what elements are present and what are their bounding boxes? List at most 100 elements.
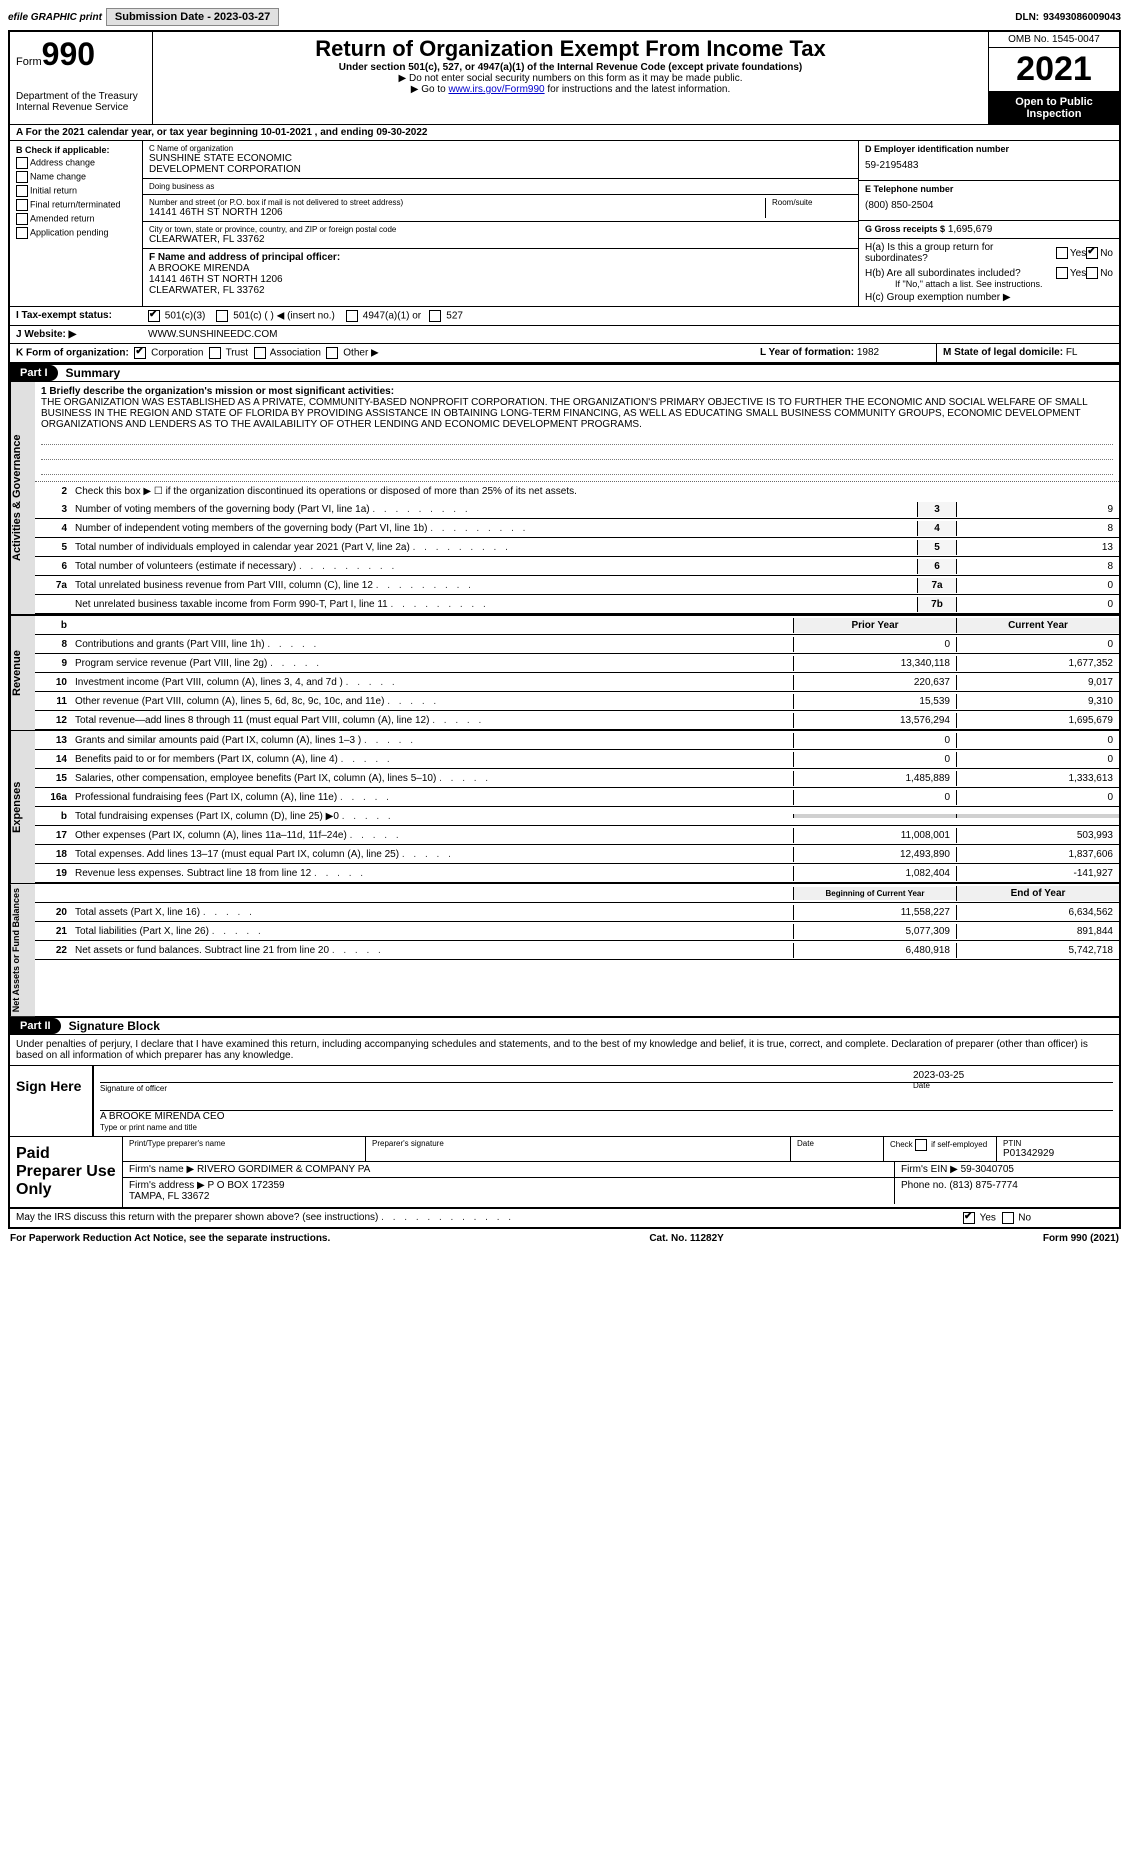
discuss-text: May the IRS discuss this return with the…: [10, 1209, 957, 1227]
org-name: SUNSHINE STATE ECONOMIC DEVELOPMENT CORP…: [149, 153, 852, 175]
org-name-block: C Name of organization SUNSHINE STATE EC…: [143, 141, 858, 179]
penalty-text: Under penalties of perjury, I declare th…: [10, 1035, 1119, 1066]
table-row: Net unrelated business taxable income fr…: [35, 595, 1119, 614]
cb-final-return[interactable]: Final return/terminated: [16, 199, 136, 211]
prep-name-label: Print/Type preparer's name: [129, 1139, 359, 1148]
ha-label: H(a) Is this a group return for subordin…: [865, 242, 1056, 264]
table-row: 6Total number of volunteers (estimate if…: [35, 557, 1119, 576]
cb-501c[interactable]: [216, 310, 228, 322]
part1-header: Part I Summary: [10, 363, 1119, 382]
addr-block: Number and street (or P.O. box if mail i…: [143, 195, 858, 222]
prior-year-header: Prior Year: [793, 618, 956, 633]
prep-row3: Firm's address ▶ P O BOX 172359 TAMPA, F…: [123, 1178, 1119, 1204]
ha-no[interactable]: [1086, 247, 1098, 259]
ha-yes[interactable]: [1056, 247, 1068, 259]
boy-header: Beginning of Current Year: [793, 887, 956, 900]
info-grid: B Check if applicable: Address change Na…: [10, 141, 1119, 307]
table-row: 10Investment income (Part VIII, column (…: [35, 673, 1119, 692]
h-block: H(a) Is this a group return for subordin…: [859, 238, 1119, 306]
table-row: 21Total liabilities (Part X, line 26) . …: [35, 922, 1119, 941]
year-cell: OMB No. 1545-0047 2021 Open to Public In…: [988, 32, 1119, 124]
activities-governance-section: Activities & Governance 1 Briefly descri…: [10, 382, 1119, 614]
ein-label: D Employer identification number: [865, 144, 1113, 154]
sig-name-label: Type or print name and title: [100, 1123, 1113, 1132]
footer-mid: Cat. No. 11282Y: [649, 1233, 723, 1244]
table-row: 22Net assets or fund balances. Subtract …: [35, 941, 1119, 960]
state-label: M State of legal domicile:: [943, 347, 1063, 358]
footer: For Paperwork Reduction Act Notice, see …: [8, 1229, 1121, 1248]
eoy-header: End of Year: [956, 886, 1119, 901]
city-block: City or town, state or province, country…: [143, 222, 858, 249]
ptin-value: P01342929: [1003, 1148, 1113, 1159]
firm-ein: 59-3040705: [961, 1164, 1014, 1175]
part2-header: Part II Signature Block: [10, 1016, 1119, 1035]
city-value: CLEARWATER, FL 33762: [149, 234, 852, 245]
table-row: 4Number of independent voting members of…: [35, 519, 1119, 538]
q1-label: 1 Briefly describe the organization's mi…: [41, 386, 1113, 397]
goto-post: for instructions and the latest informat…: [545, 84, 731, 95]
vtab-activities: Activities & Governance: [10, 382, 35, 614]
discuss-yes[interactable]: [963, 1212, 975, 1224]
addr-value: 14141 46TH ST NORTH 1206: [149, 207, 759, 218]
hb-no[interactable]: [1086, 267, 1098, 279]
firm-phone-label: Phone no.: [901, 1180, 947, 1191]
submission-date-button[interactable]: Submission Date - 2023-03-27: [106, 8, 279, 26]
prep-row1: Print/Type preparer's name Preparer's si…: [123, 1137, 1119, 1162]
topbar: efile GRAPHIC print Submission Date - 20…: [8, 8, 1121, 26]
cb-address-change[interactable]: Address change: [16, 157, 136, 169]
goto-link[interactable]: www.irs.gov/Form990: [448, 84, 544, 95]
table-row: 19Revenue less expenses. Subtract line 1…: [35, 864, 1119, 883]
cb-corp[interactable]: [134, 347, 146, 359]
part2-title: Signature Block: [61, 1019, 160, 1033]
table-row: 13Grants and similar amounts paid (Part …: [35, 731, 1119, 750]
sign-here-label: Sign Here: [10, 1066, 94, 1136]
table-row: 7aTotal unrelated business revenue from …: [35, 576, 1119, 595]
hc-label: H(c) Group exemption number ▶: [865, 292, 1113, 303]
gross-label: G Gross receipts $: [865, 224, 945, 234]
prep-date-label: Date: [797, 1139, 877, 1148]
table-row: 16aProfessional fundraising fees (Part I…: [35, 788, 1119, 807]
sig-officer-label: Signature of officer: [100, 1084, 913, 1104]
net-assets-section: Net Assets or Fund Balances Beginning of…: [10, 883, 1119, 1016]
phone-block: E Telephone number (800) 850-2504: [859, 181, 1119, 221]
dba-block: Doing business as: [143, 179, 858, 195]
table-row: 5Total number of individuals employed in…: [35, 538, 1119, 557]
cb-501c3[interactable]: [148, 310, 160, 322]
cb-name-change[interactable]: Name change: [16, 171, 136, 183]
col-b-checklist: B Check if applicable: Address change Na…: [10, 141, 143, 306]
sig-name: A BROOKE MIRENDA CEO: [100, 1111, 1113, 1122]
cb-527[interactable]: [429, 310, 441, 322]
cb-amended-return[interactable]: Amended return: [16, 213, 136, 225]
state-value: FL: [1066, 347, 1078, 358]
tax-status-row: I Tax-exempt status: 501(c)(3) 501(c) ( …: [10, 307, 1119, 326]
sig-date: 2023-03-25: [913, 1070, 1113, 1081]
yof-label: L Year of formation:: [760, 347, 854, 358]
col-b-title: B Check if applicable:: [16, 145, 136, 155]
cb-application-pending[interactable]: Application pending: [16, 227, 136, 239]
table-row: 14Benefits paid to or for members (Part …: [35, 750, 1119, 769]
firm-name-label: Firm's name ▶: [129, 1164, 194, 1175]
q1-text: THE ORGANIZATION WAS ESTABLISHED AS A PR…: [41, 397, 1113, 430]
prep-sig-label: Preparer's signature: [372, 1139, 784, 1148]
cb-other[interactable]: [326, 347, 338, 359]
preparer-block: Paid Preparer Use Only Print/Type prepar…: [10, 1137, 1119, 1209]
officer-block: F Name and address of principal officer:…: [143, 249, 858, 299]
cb-assoc[interactable]: [254, 347, 266, 359]
rev-header-row: b Prior Year Current Year: [35, 616, 1119, 635]
cb-self-employed[interactable]: [915, 1139, 927, 1151]
discuss-no[interactable]: [1002, 1212, 1014, 1224]
revenue-section: Revenue b Prior Year Current Year 8Contr…: [10, 614, 1119, 730]
form-container: Form990 Department of the Treasury Inter…: [8, 30, 1121, 1229]
footer-right: Form 990 (2021): [1043, 1233, 1119, 1244]
footer-left: For Paperwork Reduction Act Notice, see …: [10, 1233, 330, 1244]
mission-block: 1 Briefly describe the organization's mi…: [35, 382, 1119, 482]
city-label: City or town, state or province, country…: [149, 225, 852, 234]
firm-name: RIVERO GORDIMER & COMPANY PA: [197, 1164, 370, 1175]
cb-trust[interactable]: [209, 347, 221, 359]
hb-yes[interactable]: [1056, 267, 1068, 279]
cb-4947[interactable]: [346, 310, 358, 322]
form-title: Return of Organization Exempt From Incom…: [161, 36, 980, 62]
vtab-net: Net Assets or Fund Balances: [10, 884, 35, 1016]
cb-initial-return[interactable]: Initial return: [16, 185, 136, 197]
form-subtitle: Under section 501(c), 527, or 4947(a)(1)…: [161, 62, 980, 73]
